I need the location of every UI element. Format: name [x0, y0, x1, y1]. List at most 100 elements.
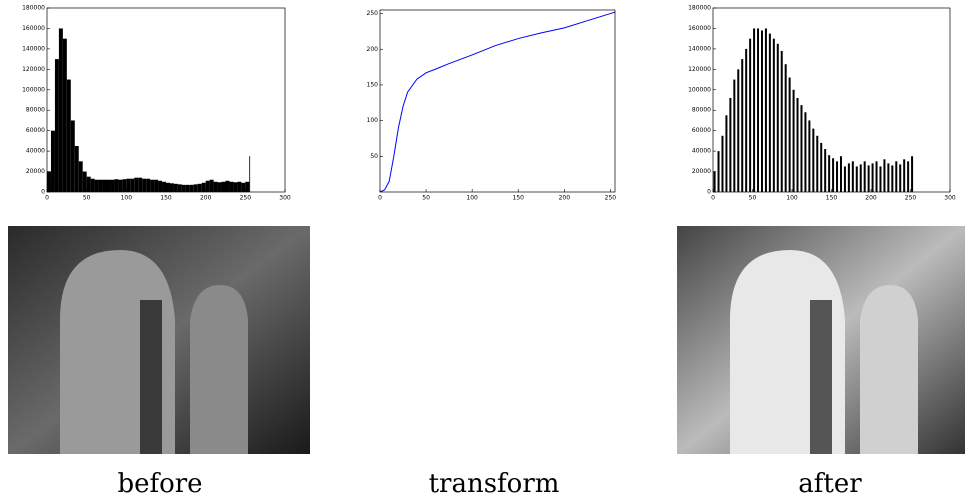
histogram-bar	[114, 179, 119, 192]
bar	[843, 166, 846, 192]
bar	[871, 163, 874, 192]
histogram-bar	[98, 179, 103, 192]
bar	[760, 30, 763, 192]
histogram-bar	[205, 180, 210, 192]
photo-before	[8, 226, 310, 454]
axes-frame	[379, 9, 616, 193]
bar	[879, 166, 882, 192]
bar	[741, 59, 744, 192]
bar	[891, 165, 894, 192]
histogram-bar	[94, 179, 99, 192]
histogram-bar	[70, 120, 75, 192]
bar	[867, 165, 870, 192]
x-tick-label: 200	[200, 195, 212, 202]
histogram-bar	[58, 28, 63, 193]
y-tick-label: 60000	[26, 127, 45, 134]
y-tick-label: 20000	[26, 168, 45, 175]
histogram-bar	[189, 184, 194, 192]
histogram-bar	[146, 178, 151, 192]
y-tick-label: 80000	[692, 107, 711, 114]
y-tick-label: 100	[367, 117, 379, 124]
histogram-bar	[50, 130, 55, 192]
histogram-bar	[54, 59, 59, 192]
bar	[812, 128, 815, 192]
bar	[836, 161, 839, 192]
histogram-bar	[62, 38, 67, 192]
x-tick-label: 250	[605, 195, 617, 202]
y-tick-label: 120000	[688, 66, 711, 73]
y-tick-label: 0	[707, 189, 711, 196]
y-tick-label: 20000	[692, 168, 711, 175]
bar	[820, 142, 823, 192]
histogram-bar	[197, 183, 202, 192]
bar	[772, 38, 775, 192]
histogram-bar	[201, 182, 206, 192]
bar	[859, 164, 862, 192]
histogram-bar	[118, 179, 123, 192]
y-tick-label: 0	[41, 189, 45, 196]
bar	[832, 158, 835, 192]
chart: 0 50 100 150 200 250 300 0 20000 40000 60000 80000 1…	[22, 5, 291, 496]
histogram-bar	[166, 182, 170, 192]
bar	[911, 156, 914, 192]
x-tick-label: 50	[749, 195, 757, 202]
bar	[883, 159, 886, 192]
bar	[824, 149, 827, 192]
x-tick-label: 150	[826, 195, 838, 202]
bar	[800, 105, 803, 192]
caption: before	[117, 469, 202, 496]
bar	[792, 89, 795, 192]
x-tick-label: 0	[378, 195, 382, 202]
y-tick-label: 250	[367, 10, 379, 17]
photo-after	[677, 226, 965, 454]
histogram-bar	[177, 184, 182, 192]
histogram-bar	[233, 182, 238, 192]
transform-curve	[379, 11, 616, 193]
bar	[764, 28, 767, 193]
histogram-bar	[130, 178, 135, 192]
x-tick-label: 250	[240, 195, 252, 202]
bar	[717, 151, 720, 192]
x-tick-label: 100	[121, 195, 133, 202]
bar	[776, 43, 779, 193]
histogram-bar	[209, 179, 214, 192]
chart: 0 50 100 150 200 250 300 0 20000 40000 60000 80000 1…	[688, 5, 956, 496]
histogram-bar	[74, 146, 79, 192]
bar	[733, 79, 736, 192]
bar	[816, 135, 819, 192]
x-tick-label: 100	[466, 195, 478, 202]
y-tick-label: 200	[367, 46, 379, 53]
histogram-bar	[150, 179, 155, 192]
histogram-bar	[102, 179, 107, 192]
y-tick-label: 50	[370, 153, 378, 160]
bar	[851, 161, 854, 192]
bar	[749, 38, 752, 192]
y-tick-label: 150	[367, 81, 379, 88]
histogram-bar	[185, 184, 190, 192]
bar	[713, 171, 716, 192]
bar	[855, 166, 858, 192]
bar	[796, 97, 799, 192]
histogram-bar	[86, 176, 91, 192]
x-tick-label: 200	[559, 195, 571, 202]
x-tick-label: 100	[786, 195, 798, 202]
bar	[753, 28, 756, 193]
y-tick-label: 60000	[692, 127, 711, 134]
x-tick-label: 300	[944, 195, 956, 202]
histogram-bar	[47, 171, 51, 192]
bar	[907, 161, 910, 192]
x-tick-label: 150	[160, 195, 172, 202]
bar	[780, 50, 783, 192]
histogram-bar	[106, 179, 111, 192]
y-tick-label: 80000	[26, 107, 45, 114]
y-tick-label: 40000	[692, 148, 711, 155]
x-tick-label: 50	[83, 195, 91, 202]
histogram-bar	[82, 171, 87, 192]
bar	[725, 115, 728, 192]
bar	[887, 163, 890, 192]
histogram-bar	[225, 180, 230, 192]
histogram-bar	[229, 181, 234, 192]
bar	[899, 164, 902, 192]
histogram-bar	[134, 177, 139, 192]
y-tick-label: 160000	[22, 25, 45, 32]
